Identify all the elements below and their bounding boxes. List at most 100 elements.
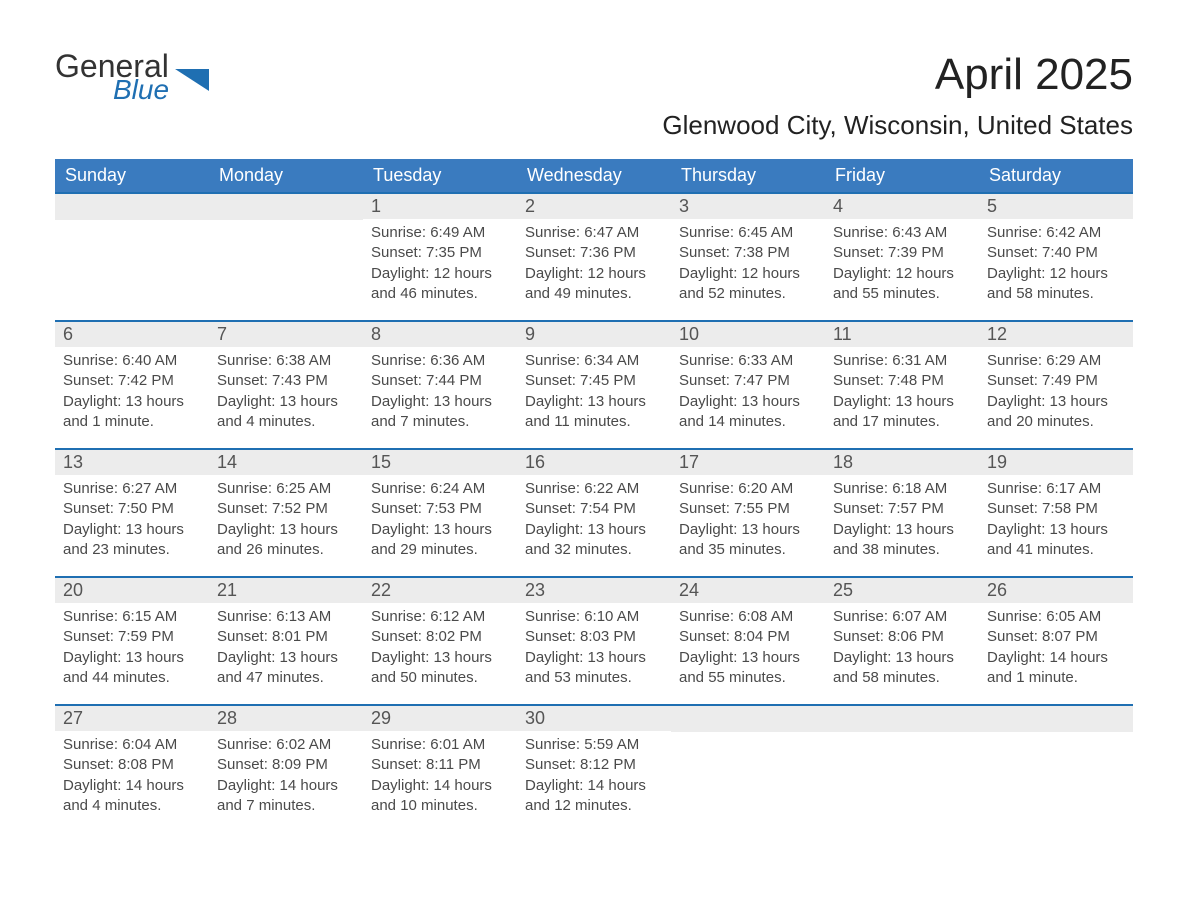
day-cell: 9Sunrise: 6:34 AMSunset: 7:45 PMDaylight…	[517, 321, 671, 449]
sunset-text: Sunset: 7:48 PM	[833, 371, 971, 391]
day-number: 28	[209, 706, 363, 731]
day-details: Sunrise: 6:12 AMSunset: 8:02 PMDaylight:…	[363, 603, 517, 696]
sunrise-text: Sunrise: 6:17 AM	[987, 479, 1125, 499]
day-cell: 11Sunrise: 6:31 AMSunset: 7:48 PMDayligh…	[825, 321, 979, 449]
sunrise-text: Sunrise: 6:07 AM	[833, 607, 971, 627]
day-number: 9	[517, 322, 671, 347]
daylight-text: Daylight: 13 hours and 32 minutes.	[525, 520, 663, 561]
daylight-text: Daylight: 13 hours and 47 minutes.	[217, 648, 355, 689]
sunset-text: Sunset: 8:09 PM	[217, 755, 355, 775]
day-cell: 1Sunrise: 6:49 AMSunset: 7:35 PMDaylight…	[363, 193, 517, 321]
day-number: 8	[363, 322, 517, 347]
day-number: 4	[825, 194, 979, 219]
sunrise-text: Sunrise: 6:13 AM	[217, 607, 355, 627]
sunset-text: Sunset: 7:53 PM	[371, 499, 509, 519]
day-number: 21	[209, 578, 363, 603]
sunset-text: Sunset: 7:58 PM	[987, 499, 1125, 519]
sunrise-text: Sunrise: 6:45 AM	[679, 223, 817, 243]
day-number: 6	[55, 322, 209, 347]
sunset-text: Sunset: 8:03 PM	[525, 627, 663, 647]
weekday-header: Wednesday	[517, 159, 671, 193]
daylight-text: Daylight: 13 hours and 26 minutes.	[217, 520, 355, 561]
day-details: Sunrise: 6:47 AMSunset: 7:36 PMDaylight:…	[517, 219, 671, 312]
day-cell: 22Sunrise: 6:12 AMSunset: 8:02 PMDayligh…	[363, 577, 517, 705]
sunset-text: Sunset: 8:02 PM	[371, 627, 509, 647]
day-details: Sunrise: 6:10 AMSunset: 8:03 PMDaylight:…	[517, 603, 671, 696]
daylight-text: Daylight: 13 hours and 20 minutes.	[987, 392, 1125, 433]
daylight-text: Daylight: 13 hours and 50 minutes.	[371, 648, 509, 689]
sunrise-text: Sunrise: 6:27 AM	[63, 479, 201, 499]
day-cell: 28Sunrise: 6:02 AMSunset: 8:09 PMDayligh…	[209, 705, 363, 833]
sunset-text: Sunset: 7:49 PM	[987, 371, 1125, 391]
sunset-text: Sunset: 7:55 PM	[679, 499, 817, 519]
day-number: 20	[55, 578, 209, 603]
day-details: Sunrise: 6:24 AMSunset: 7:53 PMDaylight:…	[363, 475, 517, 568]
day-cell: 30Sunrise: 5:59 AMSunset: 8:12 PMDayligh…	[517, 705, 671, 833]
day-cell: 27Sunrise: 6:04 AMSunset: 8:08 PMDayligh…	[55, 705, 209, 833]
day-cell: 24Sunrise: 6:08 AMSunset: 8:04 PMDayligh…	[671, 577, 825, 705]
day-details: Sunrise: 5:59 AMSunset: 8:12 PMDaylight:…	[517, 731, 671, 824]
brand-line2: Blue	[113, 76, 169, 104]
sunrise-text: Sunrise: 5:59 AM	[525, 735, 663, 755]
sunset-text: Sunset: 8:06 PM	[833, 627, 971, 647]
week-row: 6Sunrise: 6:40 AMSunset: 7:42 PMDaylight…	[55, 321, 1133, 449]
day-number: 14	[209, 450, 363, 475]
day-number: 11	[825, 322, 979, 347]
flag-icon	[175, 69, 209, 91]
day-cell: 21Sunrise: 6:13 AMSunset: 8:01 PMDayligh…	[209, 577, 363, 705]
sunrise-text: Sunrise: 6:04 AM	[63, 735, 201, 755]
day-details: Sunrise: 6:42 AMSunset: 7:40 PMDaylight:…	[979, 219, 1133, 312]
day-cell: 2Sunrise: 6:47 AMSunset: 7:36 PMDaylight…	[517, 193, 671, 321]
day-details: Sunrise: 6:34 AMSunset: 7:45 PMDaylight:…	[517, 347, 671, 440]
daylight-text: Daylight: 14 hours and 1 minute.	[987, 648, 1125, 689]
sunrise-text: Sunrise: 6:38 AM	[217, 351, 355, 371]
weekday-header: Saturday	[979, 159, 1133, 193]
day-number: 5	[979, 194, 1133, 219]
week-row: 1Sunrise: 6:49 AMSunset: 7:35 PMDaylight…	[55, 193, 1133, 321]
day-cell: 5Sunrise: 6:42 AMSunset: 7:40 PMDaylight…	[979, 193, 1133, 321]
sunset-text: Sunset: 7:38 PM	[679, 243, 817, 263]
daylight-text: Daylight: 12 hours and 49 minutes.	[525, 264, 663, 305]
sunrise-text: Sunrise: 6:22 AM	[525, 479, 663, 499]
weekday-header: Monday	[209, 159, 363, 193]
sunset-text: Sunset: 7:35 PM	[371, 243, 509, 263]
sunrise-text: Sunrise: 6:25 AM	[217, 479, 355, 499]
weekday-header-row: SundayMondayTuesdayWednesdayThursdayFrid…	[55, 159, 1133, 193]
sunset-text: Sunset: 8:08 PM	[63, 755, 201, 775]
sunset-text: Sunset: 7:39 PM	[833, 243, 971, 263]
day-cell: 25Sunrise: 6:07 AMSunset: 8:06 PMDayligh…	[825, 577, 979, 705]
day-number: 27	[55, 706, 209, 731]
day-details: Sunrise: 6:22 AMSunset: 7:54 PMDaylight:…	[517, 475, 671, 568]
day-number: 18	[825, 450, 979, 475]
sunrise-text: Sunrise: 6:08 AM	[679, 607, 817, 627]
day-cell: 4Sunrise: 6:43 AMSunset: 7:39 PMDaylight…	[825, 193, 979, 321]
empty-cell	[979, 705, 1133, 833]
day-number: 17	[671, 450, 825, 475]
day-details: Sunrise: 6:02 AMSunset: 8:09 PMDaylight:…	[209, 731, 363, 824]
weekday-header: Friday	[825, 159, 979, 193]
sunrise-text: Sunrise: 6:02 AM	[217, 735, 355, 755]
month-title: April 2025	[662, 50, 1133, 100]
day-cell: 7Sunrise: 6:38 AMSunset: 7:43 PMDaylight…	[209, 321, 363, 449]
sunset-text: Sunset: 7:45 PM	[525, 371, 663, 391]
day-details: Sunrise: 6:05 AMSunset: 8:07 PMDaylight:…	[979, 603, 1133, 696]
daylight-text: Daylight: 13 hours and 53 minutes.	[525, 648, 663, 689]
sunset-text: Sunset: 7:42 PM	[63, 371, 201, 391]
sunrise-text: Sunrise: 6:31 AM	[833, 351, 971, 371]
weekday-header: Sunday	[55, 159, 209, 193]
day-cell: 10Sunrise: 6:33 AMSunset: 7:47 PMDayligh…	[671, 321, 825, 449]
day-details: Sunrise: 6:20 AMSunset: 7:55 PMDaylight:…	[671, 475, 825, 568]
sunrise-text: Sunrise: 6:43 AM	[833, 223, 971, 243]
day-number: 30	[517, 706, 671, 731]
day-number: 19	[979, 450, 1133, 475]
sunset-text: Sunset: 7:59 PM	[63, 627, 201, 647]
daylight-text: Daylight: 12 hours and 52 minutes.	[679, 264, 817, 305]
daylight-text: Daylight: 14 hours and 7 minutes.	[217, 776, 355, 817]
day-number: 15	[363, 450, 517, 475]
sunset-text: Sunset: 7:50 PM	[63, 499, 201, 519]
day-cell: 19Sunrise: 6:17 AMSunset: 7:58 PMDayligh…	[979, 449, 1133, 577]
sunrise-text: Sunrise: 6:29 AM	[987, 351, 1125, 371]
daylight-text: Daylight: 13 hours and 23 minutes.	[63, 520, 201, 561]
day-details: Sunrise: 6:29 AMSunset: 7:49 PMDaylight:…	[979, 347, 1133, 440]
sunset-text: Sunset: 7:43 PM	[217, 371, 355, 391]
